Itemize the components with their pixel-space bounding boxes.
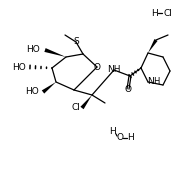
Text: Cl: Cl	[71, 103, 80, 113]
Text: HO: HO	[25, 88, 39, 96]
Text: NH: NH	[107, 66, 121, 75]
Polygon shape	[81, 95, 92, 109]
Text: O: O	[125, 84, 132, 93]
Polygon shape	[42, 82, 56, 94]
Text: O: O	[94, 63, 100, 71]
Text: S: S	[73, 38, 79, 46]
Text: H: H	[110, 127, 116, 137]
Text: H: H	[152, 8, 158, 18]
Text: N: N	[147, 78, 153, 87]
Text: HO: HO	[12, 63, 26, 71]
Text: H: H	[153, 77, 159, 86]
Text: HO: HO	[26, 45, 40, 54]
Polygon shape	[44, 48, 66, 57]
Text: H: H	[127, 134, 133, 142]
Polygon shape	[148, 39, 158, 53]
Text: O: O	[117, 134, 124, 142]
Text: Cl: Cl	[163, 8, 172, 18]
